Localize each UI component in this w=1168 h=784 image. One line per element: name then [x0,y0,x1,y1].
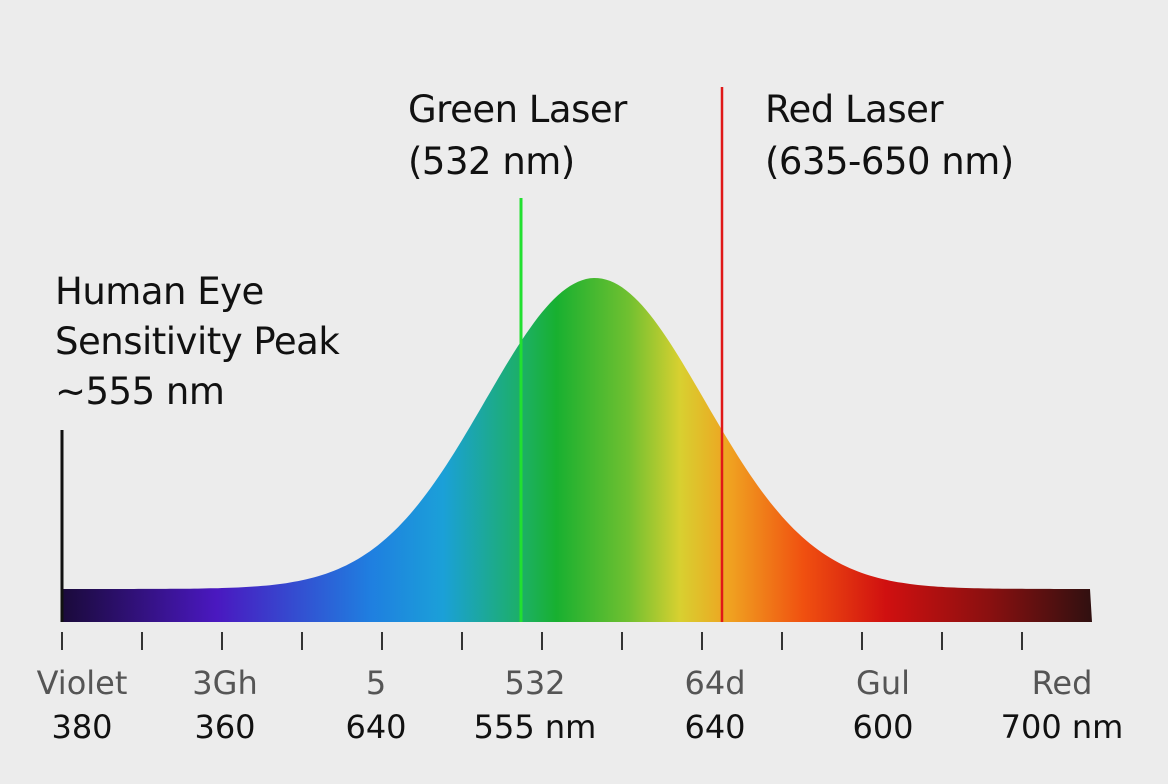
annotation: Sensitivity Peak [55,320,340,363]
axis-label: 640 [345,708,406,746]
sensitivity-curve [62,278,1092,622]
axis-label: 640 [684,708,745,746]
annotation: (635-650 nm) [765,140,1014,183]
axis-label: 3Gh [192,664,257,702]
annotation: Green Laser [408,88,628,131]
axis-label: 360 [194,708,255,746]
axis-ticks [61,632,1023,650]
annotation: Red Laser [765,88,944,131]
axis-label: 64d [684,664,745,702]
axis-label: 5 [366,664,386,702]
annotation: Human Eye [55,270,264,313]
axis-label: 700 nm [1001,708,1124,746]
axis-label: Violet [37,664,128,702]
axis-label: Gul [856,664,910,702]
annotation: ~555 nm [55,370,224,413]
axis-label: 380 [51,708,112,746]
axis-label: Red [1032,664,1093,702]
axis-labels: Violet 380 3Gh 360 5 640 532 555 nm 64d 640 Gul 600… [37,664,1124,746]
axis-label: 555 nm [474,708,597,746]
axis-label: 600 [852,708,913,746]
annotation: (532 nm) [408,140,575,183]
axis-label: 532 [504,664,565,702]
